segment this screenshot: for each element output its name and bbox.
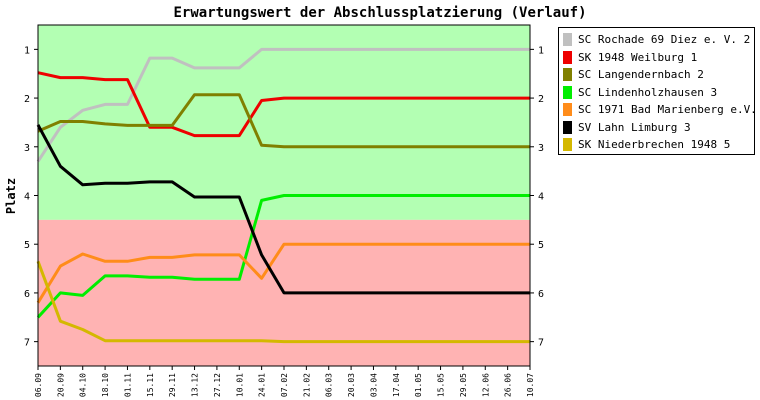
legend-item: SK 1948 Weilburg 1 — [563, 49, 754, 67]
legend-item: SC Lindenholzhausen 3 — [563, 84, 754, 102]
series-line-1 — [36, 47, 530, 163]
y-axis-label: Platz — [4, 178, 18, 214]
x-tick-label: 04.10 — [79, 373, 88, 397]
y-tick-label: 2 — [24, 94, 30, 105]
series-lines — [36, 47, 530, 344]
x-tick-label: 27.12 — [213, 373, 222, 397]
x-tick-label: 06.03 — [325, 373, 334, 397]
legend-swatch — [563, 120, 572, 134]
x-tick-label: 13.12 — [191, 373, 200, 397]
series-line-2 — [37, 71, 530, 138]
x-tick-label: 01.05 — [414, 373, 423, 397]
series-line-5 — [36, 242, 530, 304]
legend-label: SC Langendernbach 2 — [578, 68, 704, 82]
legend-label: SC Rochade 69 Diez e. V. 2 — [578, 33, 751, 47]
legend-item: SV Lahn Limburg 3 — [563, 119, 754, 137]
legend-label: SV Lahn Limburg 3 — [578, 120, 691, 134]
y-tick-label: 5 — [24, 240, 30, 251]
y-tick-label: 6 — [24, 289, 30, 300]
x-tick-label: 07.02 — [280, 373, 289, 397]
legend-swatch — [563, 33, 572, 47]
x-tick-label: 03.04 — [369, 373, 378, 397]
series-line-4 — [36, 194, 530, 319]
x-tick-label: 29.11 — [168, 373, 177, 397]
legend-label: SC 1971 Bad Marienberg e.V. 2 — [578, 103, 760, 117]
legend-label: SK 1948 Weilburg 1 — [578, 50, 698, 64]
x-tick-label: 12.06 — [481, 373, 490, 397]
x-tick-label: 29.05 — [459, 373, 468, 397]
x-tick-label: 15.11 — [146, 373, 155, 397]
x-tick-label: 17.04 — [392, 373, 401, 397]
y-tick-label: 1 — [24, 45, 30, 56]
legend-label: SK Niederbrechen 1948 5 — [578, 138, 731, 152]
legend-swatch — [563, 103, 572, 117]
x-tick-label: 10.01 — [235, 373, 244, 397]
x-tick-label: 18.10 — [101, 373, 110, 397]
x-tick-label: 24.01 — [258, 373, 267, 397]
y-tick-label-right: 3 — [538, 143, 544, 154]
legend-item: SC 1971 Bad Marienberg e.V. 2 — [563, 101, 760, 119]
series-line-3 — [37, 93, 530, 149]
y-tick-label-right: 5 — [538, 240, 544, 251]
y-tick-label-right: 2 — [538, 94, 544, 105]
x-tick-label: 26.06 — [504, 373, 513, 397]
y-tick-label-right: 7 — [538, 338, 544, 349]
x-tick-label: 01.11 — [123, 373, 132, 397]
legend-item: SC Langendernbach 2 — [563, 66, 754, 84]
y-tick-label: 3 — [24, 143, 30, 154]
legend: SC Rochade 69 Diez e. V. 2 SK 1948 Weilbu… — [558, 27, 760, 155]
x-tick-label: 10.07 — [526, 373, 535, 397]
y-tick-label-right: 6 — [538, 289, 544, 300]
legend-swatch — [563, 85, 572, 99]
legend-label: SC Lindenholzhausen 3 — [578, 85, 718, 99]
y-tick-label-right: 1 — [538, 45, 544, 56]
chart-title: Erwartungswert der Abschlussplatzierung … — [173, 5, 587, 21]
x-tick-label: 20.09 — [56, 373, 65, 397]
y-tick-label-right: 4 — [538, 192, 544, 203]
zone-1 — [38, 25, 530, 220]
series-line-6 — [36, 124, 530, 295]
series-line-7 — [36, 260, 530, 344]
legend-item: SC Rochade 69 Diez e. V. 2 — [563, 31, 754, 49]
y-axis-left-ticks: 1 2 3 4 5 6 7 — [24, 45, 38, 349]
legend-swatch — [563, 138, 572, 152]
legend-swatch — [563, 50, 572, 64]
x-tick-label: 15.05 — [437, 373, 446, 397]
x-tick-label: 06.09 — [34, 373, 43, 397]
y-tick-label: 7 — [24, 338, 30, 349]
x-tick-label: 20.03 — [347, 373, 356, 397]
x-tick-label: 21.02 — [302, 373, 311, 397]
x-axis-ticks: 06.09 20.09 04.10 18.10 01.11 15.11 29.11 13.12… — [34, 366, 535, 397]
legend-item: SK Niederbrechen 1948 5 — [563, 136, 754, 154]
y-tick-label: 4 — [24, 192, 30, 203]
y-axis-right-ticks: 1 2 3 4 5 6 7 — [530, 45, 544, 349]
legend-swatch — [563, 68, 572, 82]
